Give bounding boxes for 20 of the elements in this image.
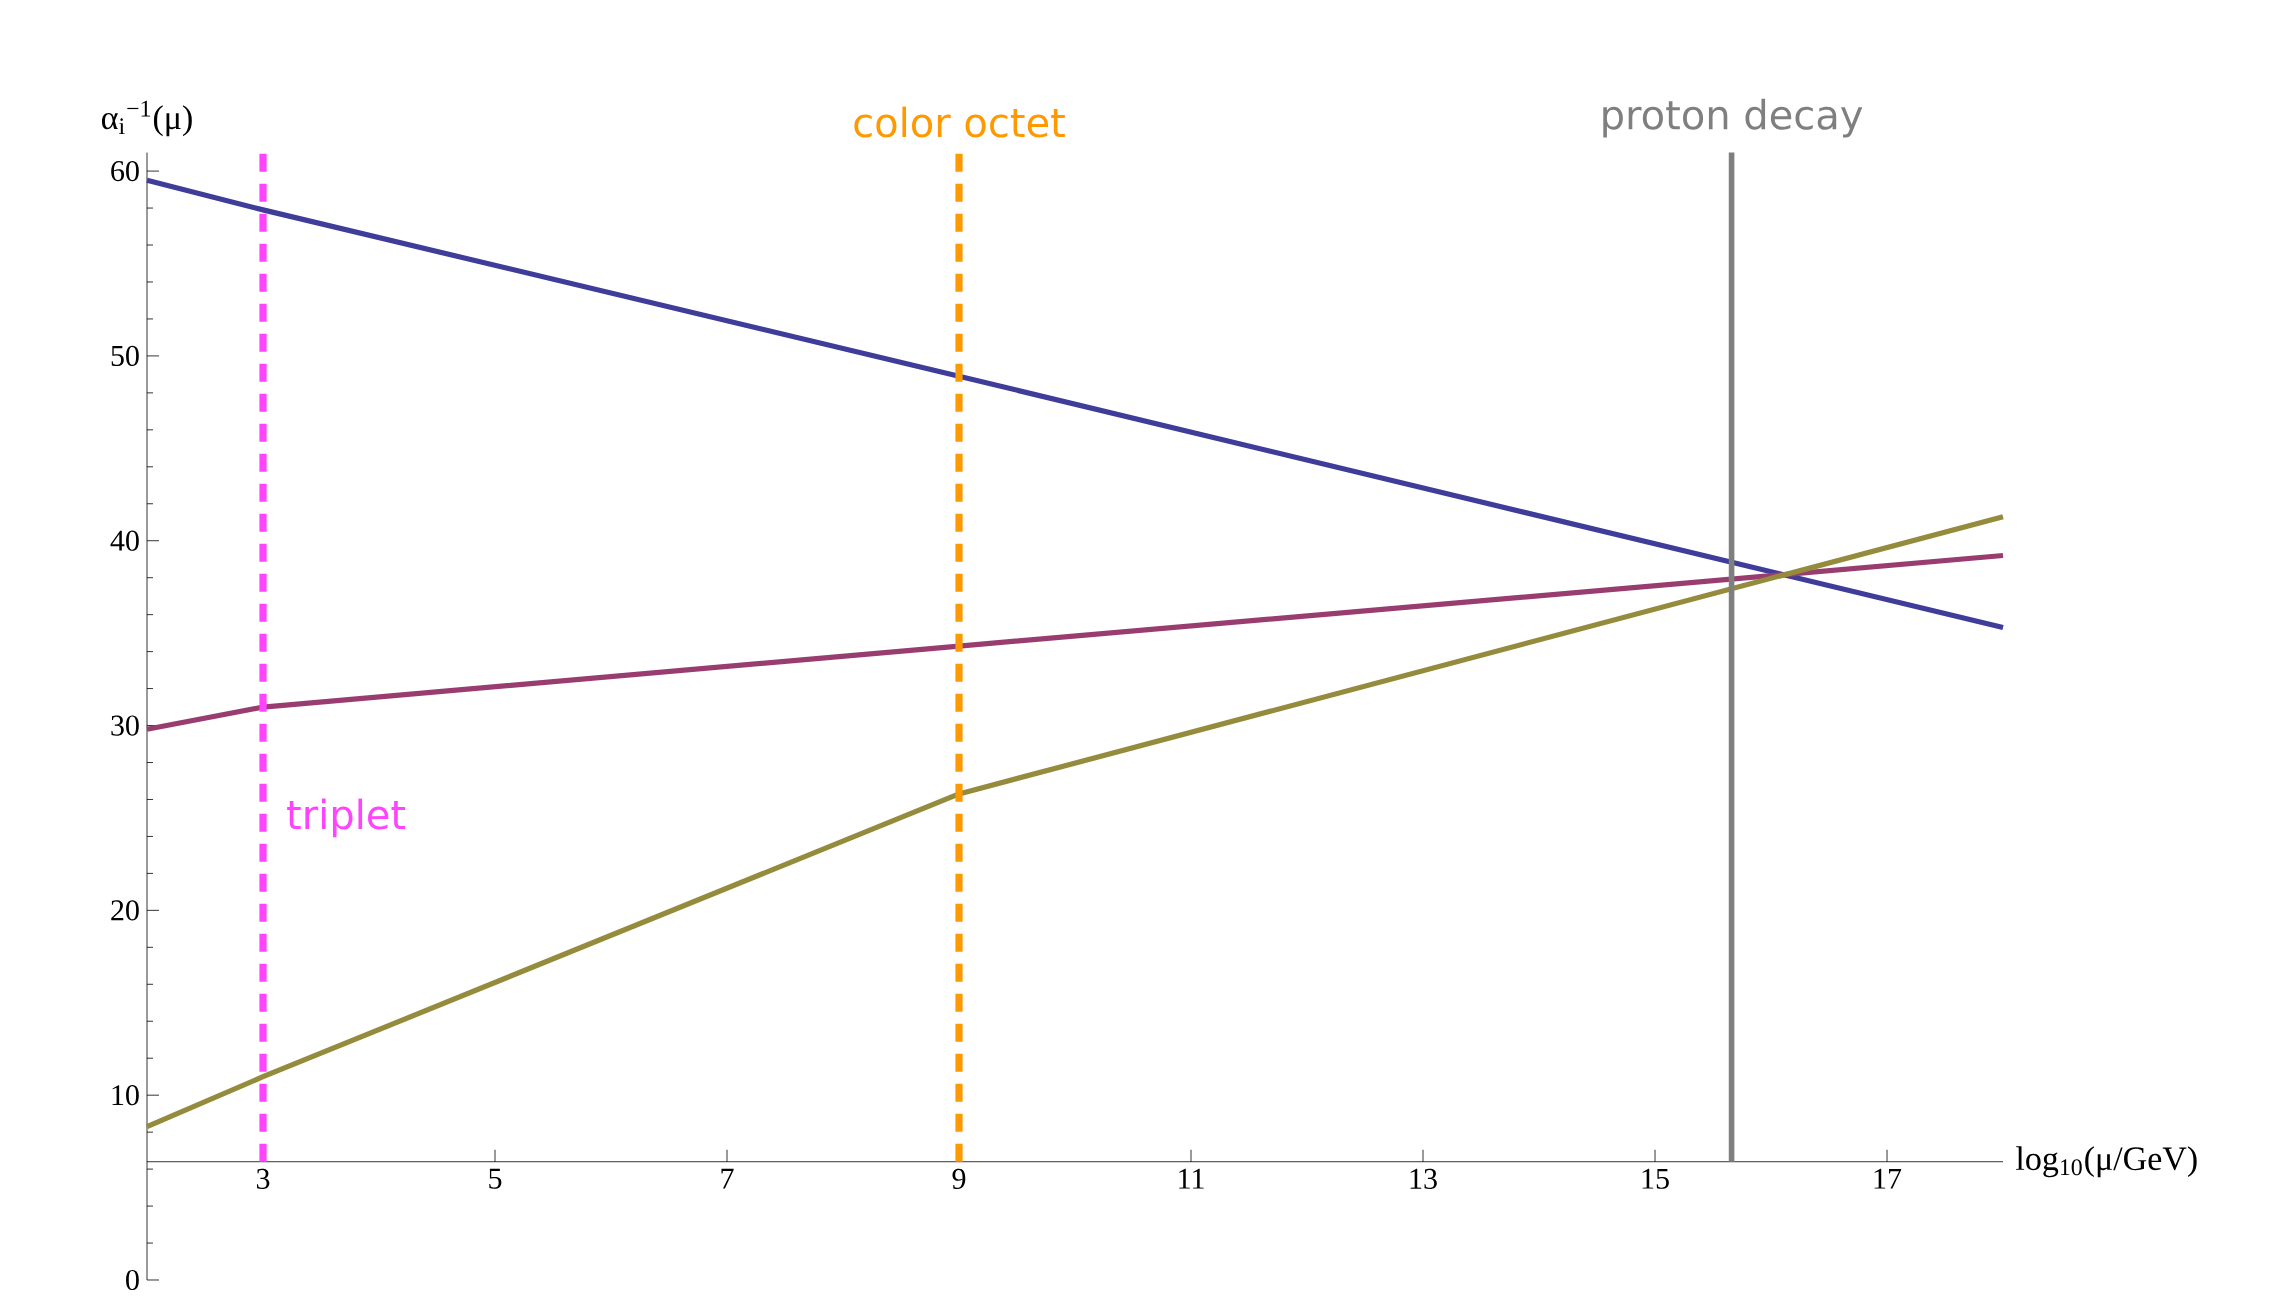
x-tick-label: 3 (256, 1168, 270, 1189)
x-tick-label: 11 (1179, 1168, 1204, 1189)
ref-line-label: proton decay (1603, 98, 1863, 138)
y-tick-label: 50 (111, 345, 139, 367)
x-tick-label: 15 (1642, 1168, 1669, 1189)
y-tick-label: 0 (126, 1269, 139, 1291)
x-axis-title: log$_{10}$(μ/GeV) (2016, 1146, 2197, 1178)
y-tick-label: 10 (112, 1085, 139, 1106)
y-tick-label: 60 (111, 160, 139, 182)
x-tick-label: 5 (489, 1168, 502, 1189)
ref-line-label: color octet (854, 106, 1065, 138)
y-axis-title: α$_{i}$$^{−1}$(μ) (101, 100, 192, 137)
x-tick-label: 7 (721, 1168, 734, 1189)
y-tick-label: 40 (110, 530, 139, 551)
y-tick-label: 30 (111, 715, 139, 736)
y-tick-label: 20 (111, 900, 139, 921)
annotation: triplet (287, 798, 406, 838)
x-tick-label: 17 (1874, 1168, 1902, 1189)
x-tick-label: 13 (1410, 1168, 1437, 1189)
x-tick-label: 9 (952, 1168, 966, 1189)
